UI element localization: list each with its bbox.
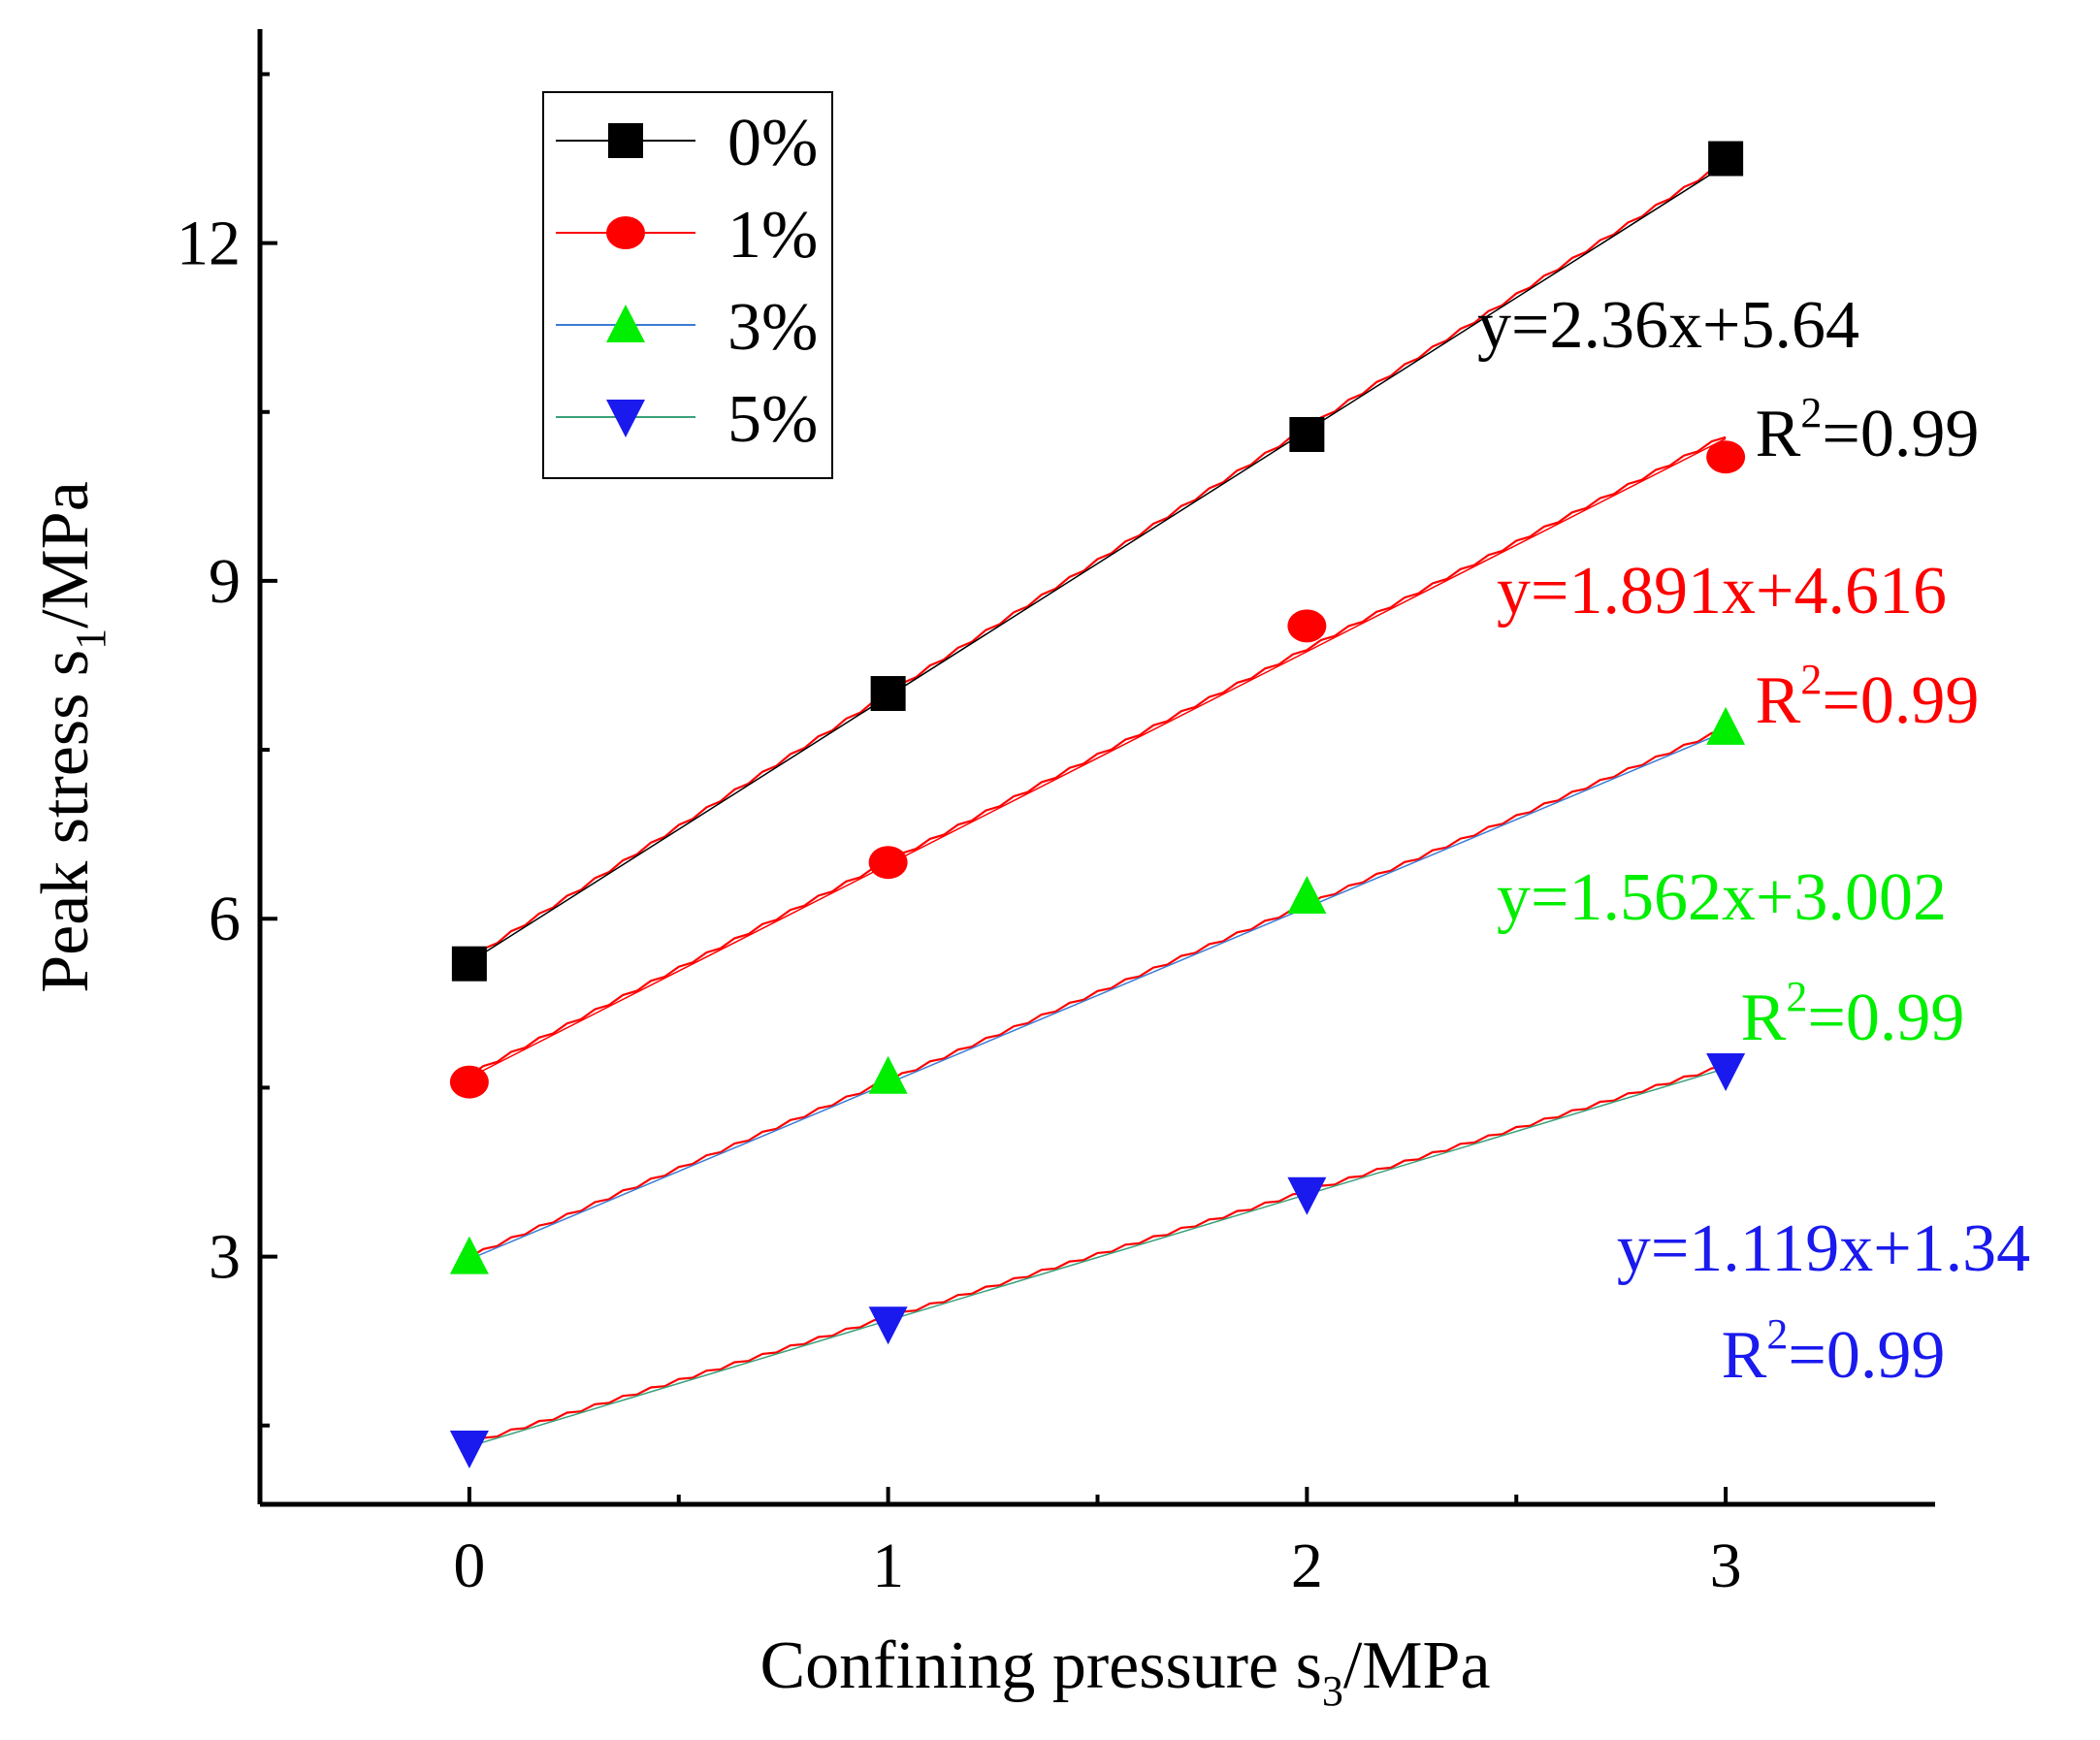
fit-line-0% — [468, 162, 1727, 962]
legend-marker-0% — [608, 123, 643, 158]
data-point-3% — [1706, 706, 1746, 745]
series-line-1% — [468, 437, 1727, 1079]
data-point-3% — [868, 1055, 908, 1094]
data-point-1% — [1287, 609, 1327, 643]
x-tick-label: 3 — [1710, 1531, 1742, 1601]
legend-box — [542, 91, 833, 479]
data-point-5% — [1706, 1052, 1746, 1091]
fit-line-3% — [468, 728, 1727, 1259]
legend-label: 3% — [727, 290, 818, 365]
fit-line-1% — [468, 435, 1727, 1078]
fit-equation: y=1.891x+4.616 — [1497, 554, 1947, 628]
data-point-5% — [868, 1306, 908, 1345]
fit-line-5% — [468, 1065, 1727, 1446]
legend: 0% 1% 3% 5% — [542, 91, 833, 479]
legend-marker-3% — [606, 305, 645, 342]
legend-marker-5% — [606, 400, 645, 437]
y-tick-label: 6 — [209, 884, 241, 954]
series-line-5% — [468, 1067, 1727, 1448]
x-tick-label: 2 — [1291, 1531, 1323, 1601]
data-point-1% — [1706, 440, 1746, 474]
data-point-3% — [1287, 876, 1327, 915]
y-axis-title: Peak stress s1/MPa — [28, 481, 114, 993]
legend-label: 0% — [727, 106, 818, 180]
legend-label: 1% — [727, 198, 818, 273]
data-point-0% — [1289, 416, 1325, 452]
fit-r-squared: R2=0.99 — [1756, 656, 1980, 738]
x-axis-title: Confining pressure s3/MPa — [759, 1628, 1490, 1715]
legend-label: 5% — [727, 382, 818, 457]
fit-r-squared: R2=0.99 — [1741, 973, 1965, 1055]
x-tick-label: 0 — [453, 1531, 485, 1601]
y-tick-label: 9 — [209, 546, 241, 617]
data-point-5% — [449, 1430, 489, 1468]
data-point-0% — [870, 676, 906, 712]
y-tick-label: 3 — [209, 1222, 241, 1293]
data-point-5% — [1287, 1176, 1327, 1215]
fit-equation: y=2.36x+5.64 — [1477, 288, 1859, 363]
data-point-0% — [1708, 141, 1744, 177]
fit-r-squared: R2=0.99 — [1756, 389, 1980, 471]
data-point-0% — [451, 946, 487, 982]
fit-lines — [468, 162, 1727, 1448]
fit-equation: y=1.562x+3.002 — [1497, 860, 1947, 935]
fit-r-squared: R2=0.99 — [1722, 1310, 1946, 1393]
data-point-3% — [449, 1236, 489, 1274]
x-tick-label: 1 — [872, 1531, 904, 1601]
fit-annotations: y=2.36x+5.64 R2=0.99 y=1.891x+4.616 R2=0.99… — [1477, 288, 2030, 1393]
data-point-1% — [449, 1065, 489, 1099]
y-tick-label: 12 — [177, 209, 241, 279]
series-line-3% — [468, 730, 1727, 1261]
legend-marker-1% — [606, 216, 645, 249]
data-point-1% — [868, 846, 908, 880]
data-markers — [449, 141, 1746, 1468]
series-line-0% — [468, 164, 1727, 963]
fit-equation: y=1.119x+1.34 — [1617, 1211, 2030, 1286]
